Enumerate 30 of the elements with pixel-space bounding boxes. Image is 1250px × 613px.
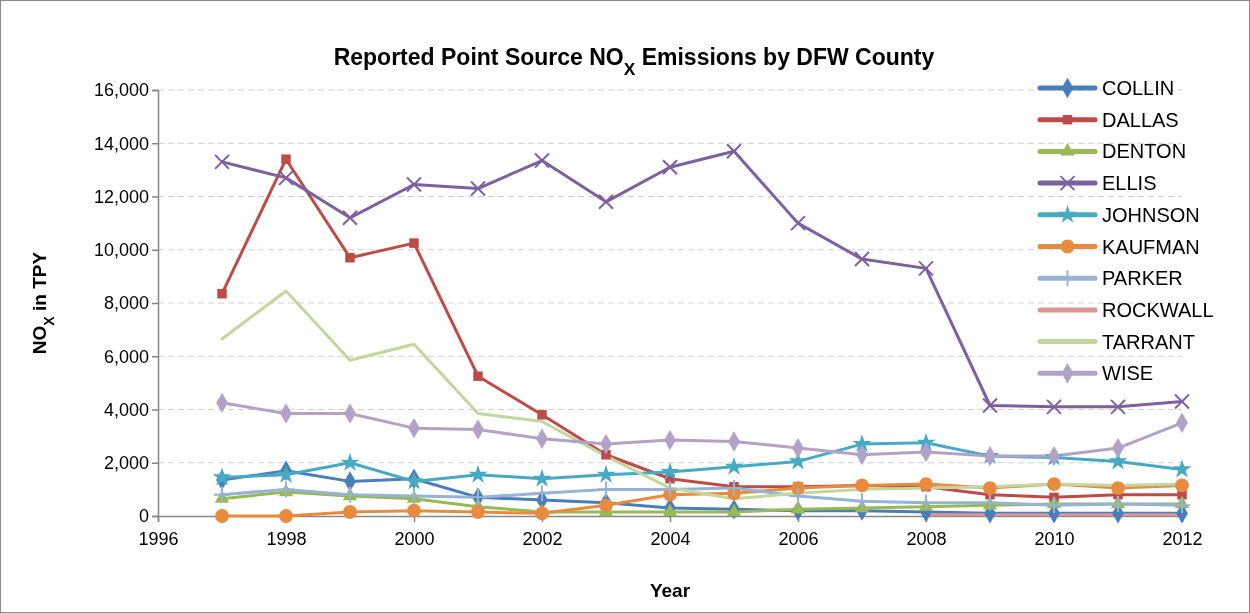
y-tick-label: 14,000 <box>93 133 149 154</box>
x-axis-title: Year <box>649 580 691 601</box>
legend-label: TARRANT <box>1102 330 1195 353</box>
x-tick-label: 2004 <box>650 528 691 549</box>
legend-label: DALLAS <box>1102 108 1179 131</box>
x-tick-label: 1998 <box>266 528 307 549</box>
y-tick-label: 0 <box>138 506 149 527</box>
y-tick-label: 6,000 <box>103 346 149 367</box>
legend-label: JOHNSON <box>1102 203 1200 226</box>
y-tick-label: 10,000 <box>93 240 149 261</box>
chart-title: Reported Point Source NO$_{X}$ Emissions by DFW County <box>333 44 935 79</box>
legend-label: KAUFMAN <box>1102 235 1200 258</box>
x-tick-label: 2006 <box>778 528 819 549</box>
legend-label: ROCKWALL <box>1102 298 1214 321</box>
x-tick-label: 2010 <box>1034 528 1075 549</box>
x-tick-label: 2012 <box>1162 528 1203 549</box>
x-tick-label: 1996 <box>138 528 179 549</box>
legend-label: PARKER <box>1102 267 1183 290</box>
legend-label: DENTON <box>1102 140 1187 163</box>
y-tick-label: 2,000 <box>103 453 149 474</box>
y-tick-label: 16,000 <box>93 80 149 101</box>
x-tick-label: 2002 <box>522 528 563 549</box>
x-tick-label: 2008 <box>906 528 947 549</box>
y-tick-label: 4,000 <box>103 399 149 420</box>
y-tick-label: 8,000 <box>103 293 149 314</box>
x-tick-label: 2000 <box>394 528 435 549</box>
legend-label: ELLIS <box>1102 172 1157 195</box>
y-tick-label: 12,000 <box>93 186 149 207</box>
legend-label: WISE <box>1102 362 1154 385</box>
legend-label: COLLIN <box>1102 77 1175 99</box>
